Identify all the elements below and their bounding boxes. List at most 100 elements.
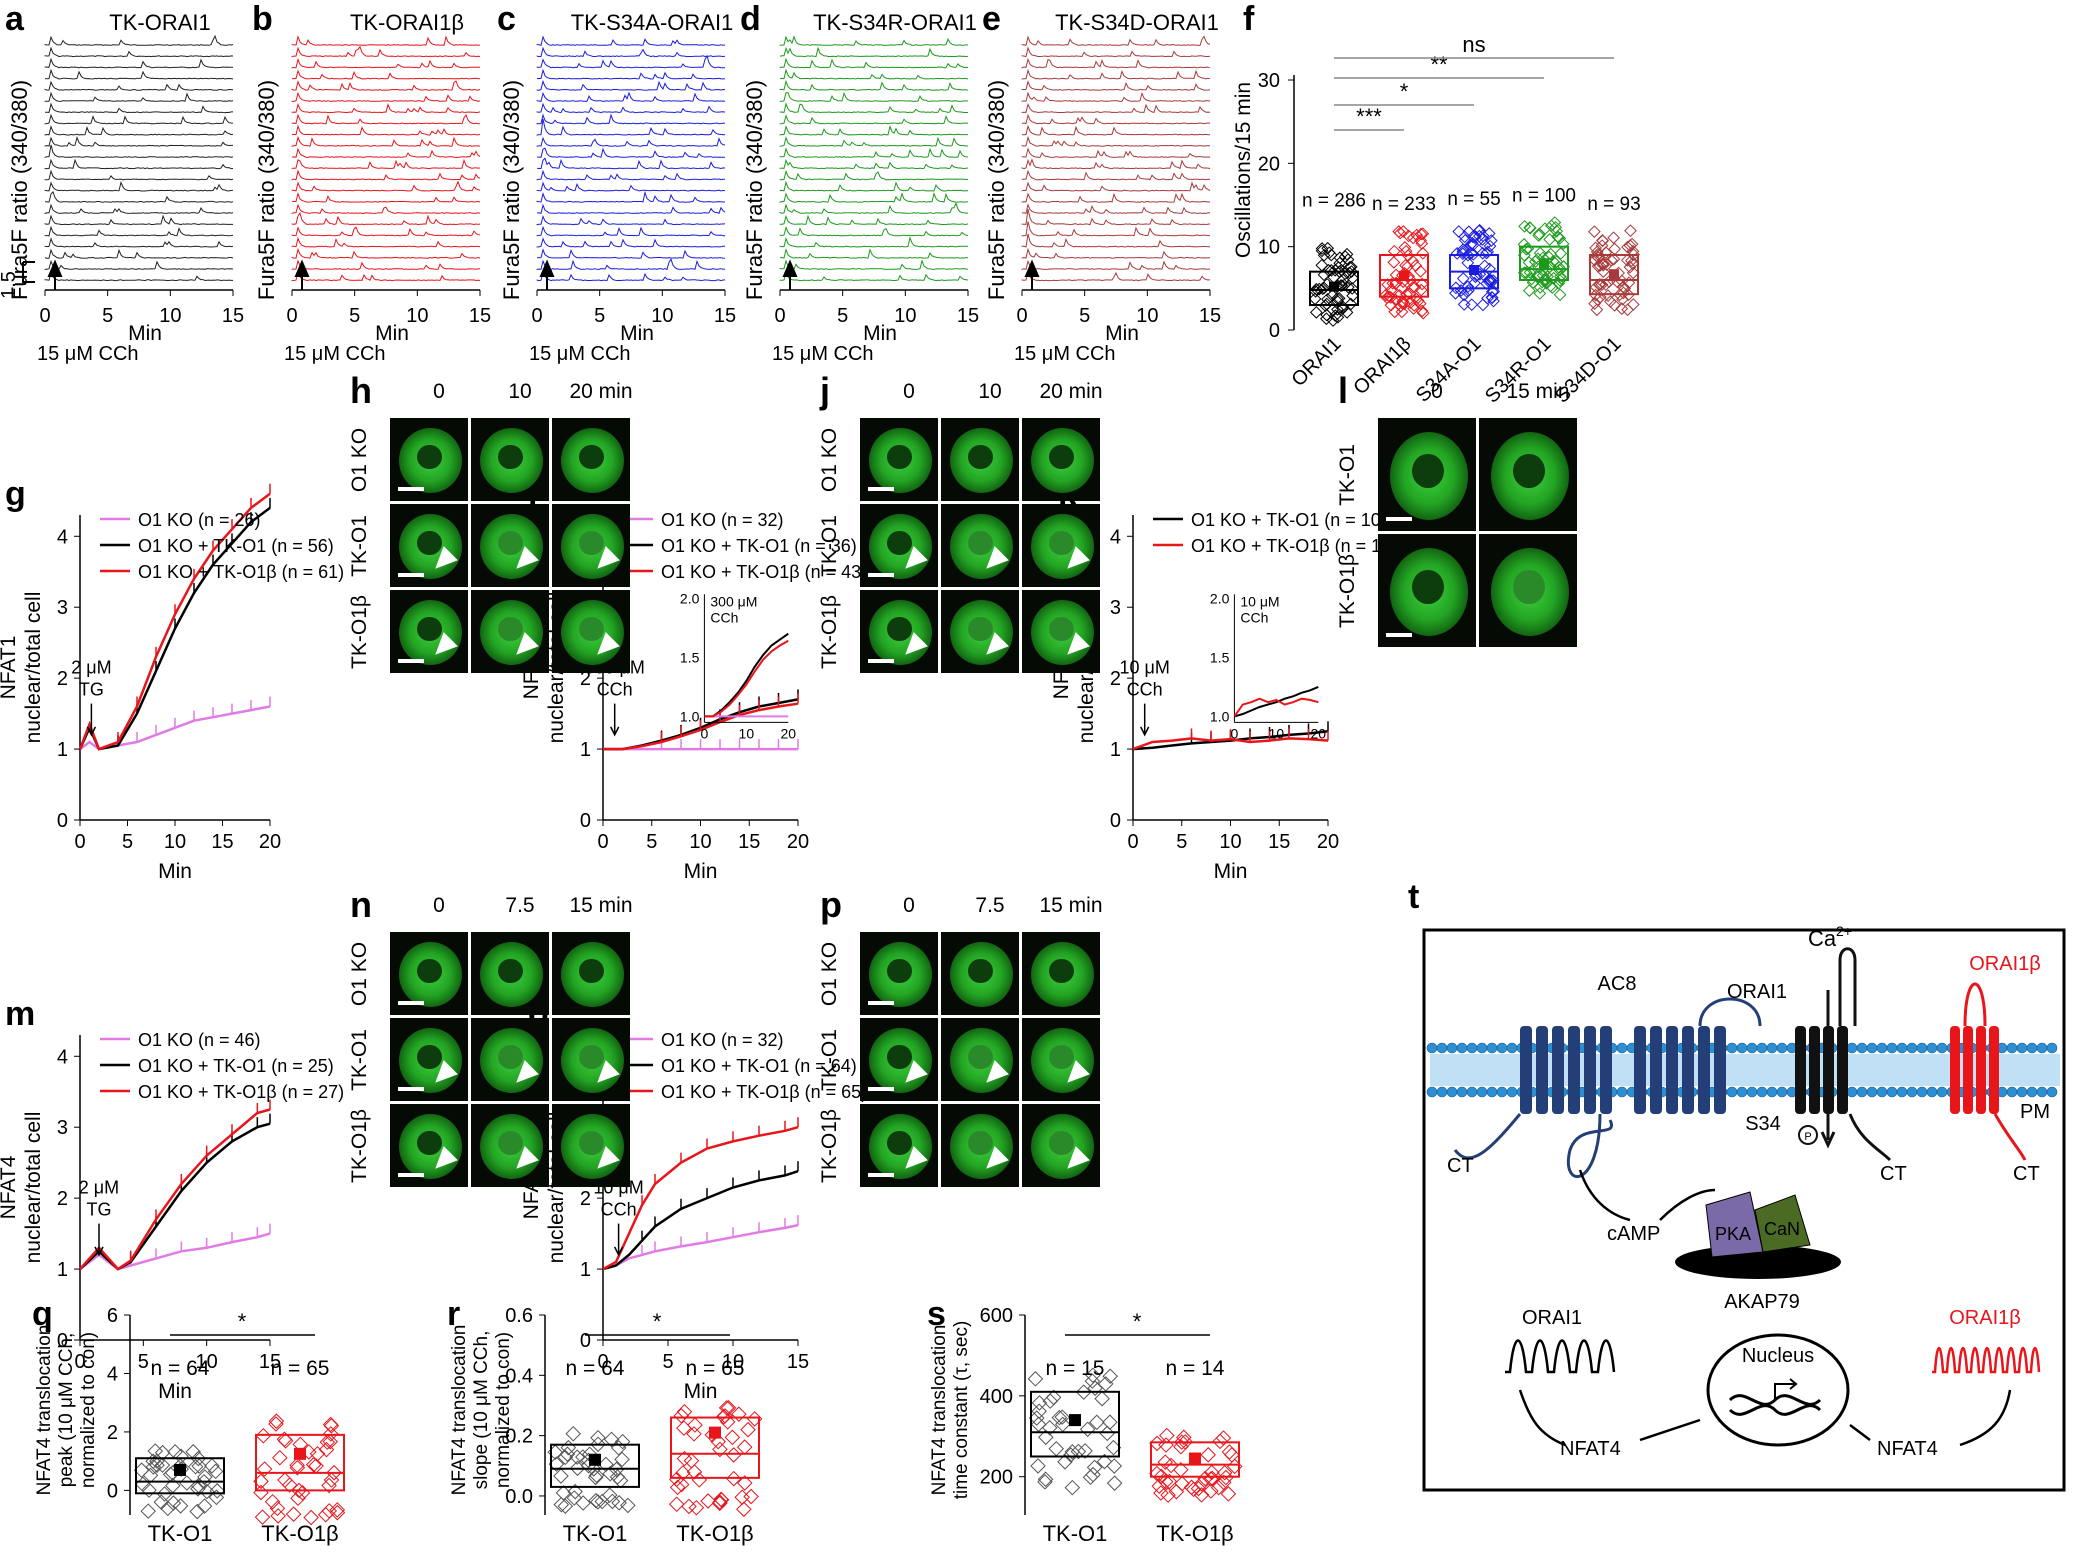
- stimulus-arrow: [539, 259, 555, 290]
- y-tick-label: 0.4: [505, 1365, 533, 1387]
- legend-label-1: O1 KO + TK-O1 (n = 56): [138, 536, 334, 556]
- label-ca: Ca: [1808, 926, 1837, 951]
- pka-shape: [1705, 1191, 1764, 1258]
- nucleus: [417, 444, 443, 470]
- data-point: [1176, 1429, 1192, 1446]
- y-tick-label: 400: [980, 1386, 1013, 1408]
- box-1: [1150, 1441, 1240, 1478]
- data-point: [1409, 259, 1423, 272]
- mean-marker: [709, 1426, 721, 1439]
- inset-y-tick: 2.0: [680, 590, 700, 606]
- data-point: [1468, 276, 1481, 290]
- trace-line: [537, 248, 726, 259]
- lipid-head: [1766, 1086, 1778, 1098]
- data-point: [1517, 248, 1531, 262]
- lipid-head: [1876, 1086, 1888, 1098]
- data-point: [1624, 224, 1637, 238]
- inset-stim-1: 10 μM: [1240, 593, 1279, 609]
- orai1b-helix: [1950, 1026, 1960, 1114]
- data-point: [1607, 231, 1620, 245]
- data-point: [1622, 288, 1635, 302]
- micro-image: [1022, 590, 1100, 673]
- micro-image: [941, 1018, 1019, 1101]
- sig-label: ns: [1462, 32, 1485, 57]
- micro-image: [471, 504, 549, 587]
- x-tick-label: 5: [662, 1351, 673, 1373]
- scale-bar: [868, 573, 894, 577]
- trace-line: [44, 248, 234, 259]
- lipid-head: [1616, 1042, 1628, 1054]
- data-point: [1064, 1444, 1081, 1460]
- trace-line: [291, 80, 481, 91]
- trace-line: [1021, 181, 1211, 192]
- x-axis-label-b: Min: [375, 322, 409, 345]
- legend-label-0: O1 KO (n = 32): [661, 1030, 784, 1050]
- trace-line: [779, 259, 968, 270]
- data-point: [323, 1472, 340, 1488]
- nucleus: [579, 1130, 605, 1156]
- data-point: [673, 1476, 690, 1493]
- data-point: [1384, 298, 1398, 312]
- data-point: [289, 1457, 305, 1473]
- trace-line: [291, 102, 481, 114]
- panel-title-b: TK-ORAI1β: [350, 10, 464, 35]
- data-point: [675, 1465, 691, 1481]
- ac8-helix: [1568, 1026, 1580, 1114]
- x-tick-label: 5: [646, 831, 657, 853]
- data-point: [1328, 309, 1342, 322]
- stimulus-label-e: 15 μM CCh: [1014, 343, 1116, 365]
- trace-line: [44, 259, 234, 270]
- data-point: [1487, 294, 1500, 308]
- data-point: [1160, 1487, 1176, 1503]
- box-0: [1030, 1390, 1120, 1458]
- trace-line: [291, 113, 481, 125]
- y-tick-label: 1: [580, 1259, 591, 1281]
- data-point: [1030, 1416, 1047, 1433]
- data-point: [1075, 1384, 1092, 1400]
- trace-line: [536, 68, 726, 80]
- trace-line: [779, 271, 969, 282]
- lipid-head: [1906, 1086, 1918, 1098]
- label-camp: cAMP: [1607, 1223, 1660, 1245]
- trace-line: [44, 57, 233, 69]
- y-tick-label: 0: [1110, 810, 1121, 832]
- trace-line: [44, 169, 234, 181]
- label-nfat-left: NFAT4: [1560, 1438, 1621, 1460]
- micro-image: [860, 504, 938, 587]
- box-1: [255, 1433, 345, 1492]
- trace-line: [536, 258, 726, 271]
- micro-image: [941, 504, 1019, 587]
- data-point: [277, 1433, 294, 1449]
- trace-ylabel-e: Fura5F ratio (340/380): [984, 80, 1009, 300]
- data-point: [1320, 312, 1333, 326]
- lipid-head: [1876, 1042, 1888, 1054]
- micro-image: [1022, 504, 1100, 587]
- scale-bar: [398, 573, 424, 577]
- trace-line: [779, 124, 968, 136]
- y-tick-label: 600: [980, 1305, 1013, 1327]
- data-point: [725, 1470, 742, 1487]
- micro-image: [390, 932, 468, 1015]
- data-point: [1546, 255, 1560, 268]
- trace-line: [291, 35, 481, 46]
- row-label-0: O1 KO: [348, 427, 371, 492]
- trace-line: [291, 180, 481, 192]
- y-tick-label: 3: [57, 1117, 68, 1139]
- data-point: [1465, 236, 1479, 250]
- arrow-camp: [1578, 1169, 1631, 1222]
- lipid-head: [1456, 1042, 1468, 1054]
- x-tick-label: 0: [74, 1351, 85, 1373]
- data-point: [1063, 1447, 1079, 1463]
- data-point: [308, 1458, 324, 1474]
- data-point: [1079, 1421, 1096, 1438]
- panel-title-c: TK-S34A-ORAI1: [571, 10, 734, 35]
- data-point: [1620, 253, 1634, 267]
- trace-line: [779, 35, 969, 46]
- panel-letter-g: g: [5, 475, 26, 513]
- nucleus: [968, 958, 994, 984]
- panel-letter-b: b: [252, 0, 273, 38]
- y-tick-label: 30: [1258, 70, 1280, 92]
- can-shape: [1754, 1194, 1811, 1253]
- panel-e: e TK-S34D-ORAI1 Fura5F ratio (340/380) 0 5 10…: [982, 0, 1221, 365]
- x-tick-label: 5: [349, 305, 360, 327]
